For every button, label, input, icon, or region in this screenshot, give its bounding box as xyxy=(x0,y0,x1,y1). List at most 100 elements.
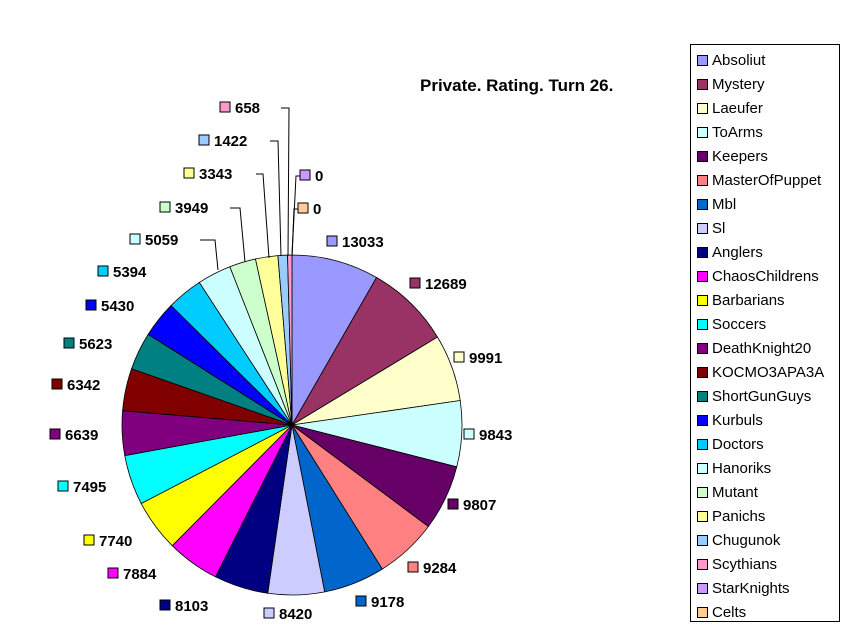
data-label-shortgunguys: 5623 xyxy=(63,336,112,353)
data-label-text: 658 xyxy=(235,100,260,117)
legend: Absoliut Mystery Laeufer ToArms Keepers Maste… xyxy=(690,44,840,622)
data-label-text: 3949 xyxy=(175,200,208,217)
data-label-text: 9178 xyxy=(371,594,404,611)
data-label-text: 7740 xyxy=(99,533,132,550)
data-label-text: 9991 xyxy=(469,350,502,367)
data-label-anglers: 8103 xyxy=(159,598,208,615)
data-label-text: 8420 xyxy=(279,606,312,623)
legend-item-celts: Celts xyxy=(697,600,746,624)
legend-swatch xyxy=(697,270,708,282)
legend-swatch xyxy=(697,342,708,354)
legend-item-barbarians: Barbarians xyxy=(697,288,785,312)
data-label-text: 0 xyxy=(315,168,323,185)
legend-label: DeathKnight20 xyxy=(712,339,812,357)
chart-title: Private. Rating. Turn 26. xyxy=(420,76,614,95)
data-label-swatch xyxy=(453,351,465,363)
legend-swatch xyxy=(697,78,708,90)
legend-item-chaoschildrens: ChaosChildrens xyxy=(697,264,819,288)
data-label-sl: 8420 xyxy=(263,606,312,623)
legend-swatch xyxy=(697,606,708,618)
legend-item-doctors: Doctors xyxy=(697,432,764,456)
leader-line xyxy=(256,173,270,259)
data-label-absoliut: 13033 xyxy=(326,234,384,251)
legend-item-mbl: Mbl xyxy=(697,192,736,216)
legend-item-starknights: StarKnights xyxy=(697,576,790,600)
data-label-swatch xyxy=(159,599,171,611)
data-label-swatch xyxy=(83,534,95,546)
data-label-starknights: 0 xyxy=(299,168,323,185)
legend-label: KOCMO3APA3A xyxy=(712,363,825,381)
legend-swatch xyxy=(697,102,708,114)
data-label-kurbuls: 5430 xyxy=(85,298,134,315)
data-label-swatch xyxy=(297,202,309,214)
legend-swatch xyxy=(697,534,708,546)
legend-swatch xyxy=(697,318,708,330)
legend-label: Mystery xyxy=(712,75,765,93)
data-label-swatch xyxy=(326,235,338,247)
data-label-swatch xyxy=(407,561,419,573)
data-label-text: 1422 xyxy=(214,133,247,150)
legend-swatch xyxy=(697,438,708,450)
data-label-mutant: 3949 xyxy=(159,200,208,217)
legend-label: Scythians xyxy=(712,555,778,573)
legend-item-deathknight20: DeathKnight20 xyxy=(697,336,811,360)
data-label-swatch xyxy=(49,428,61,440)
legend-label: Absoliut xyxy=(712,51,766,69)
legend-swatch xyxy=(697,54,708,66)
legend-item-anglers: Anglers xyxy=(697,240,763,264)
legend-label: Doctors xyxy=(712,435,764,453)
data-label-text: 5430 xyxy=(101,298,134,315)
data-label-swatch xyxy=(355,595,367,607)
legend-swatch xyxy=(697,366,708,378)
legend-item-hanoriks: Hanoriks xyxy=(697,456,771,480)
data-label-swatch xyxy=(159,201,171,213)
data-label-text: 13033 xyxy=(342,234,384,251)
data-label-text: 5059 xyxy=(145,232,178,249)
leader-line xyxy=(270,140,282,257)
legend-label: StarKnights xyxy=(712,579,790,597)
data-label-text: 12689 xyxy=(425,276,467,293)
legend-label: Celts xyxy=(712,603,747,621)
legend-swatch xyxy=(697,150,708,162)
data-label-chugunok: 1422 xyxy=(198,133,247,150)
data-label-swatch xyxy=(299,169,311,181)
legend-swatch xyxy=(697,462,708,474)
legend-swatch xyxy=(697,510,708,522)
data-label-toarms: 9843 xyxy=(463,427,512,444)
legend-swatch xyxy=(697,486,708,498)
data-label-swatch xyxy=(219,101,231,113)
leader-line xyxy=(291,208,304,257)
legend-item-keepers: Keepers xyxy=(697,144,768,168)
legend-swatch xyxy=(697,222,708,234)
legend-item-mutant: Mutant xyxy=(697,480,758,504)
data-label-text: 5394 xyxy=(113,264,147,281)
data-label-text: 0 xyxy=(313,201,321,218)
data-label-laeufer: 9991 xyxy=(453,350,502,367)
data-label-swatch xyxy=(129,233,141,245)
leader-line xyxy=(200,239,219,271)
legend-label: Laeufer xyxy=(712,99,763,117)
data-label-text: 3343 xyxy=(199,166,232,183)
data-label-soccers: 7495 xyxy=(57,479,106,496)
legend-label: Mbl xyxy=(712,195,737,213)
leader-line xyxy=(230,207,246,263)
legend-swatch xyxy=(697,246,708,258)
data-label-swatch xyxy=(97,265,109,277)
legend-label: Anglers xyxy=(712,243,763,261)
legend-label: Soccers xyxy=(712,315,767,333)
legend-swatch xyxy=(697,198,708,210)
legend-label: Sl xyxy=(712,219,726,237)
data-label-swatch xyxy=(57,480,69,492)
data-label-mbl: 9178 xyxy=(355,594,404,611)
data-label-doctors: 5394 xyxy=(97,264,147,281)
legend-swatch xyxy=(697,174,708,186)
data-label-swatch xyxy=(409,277,421,289)
data-label-masterofpuppet: 9284 xyxy=(407,560,457,577)
data-label-text: 7495 xyxy=(73,479,106,496)
legend-label: Kurbuls xyxy=(712,411,763,429)
legend-label: ToArms xyxy=(712,123,763,141)
data-label-keepers: 9807 xyxy=(447,497,496,514)
leader-line xyxy=(281,107,290,257)
data-label-kocmo3apa3a: 6342 xyxy=(51,377,100,394)
